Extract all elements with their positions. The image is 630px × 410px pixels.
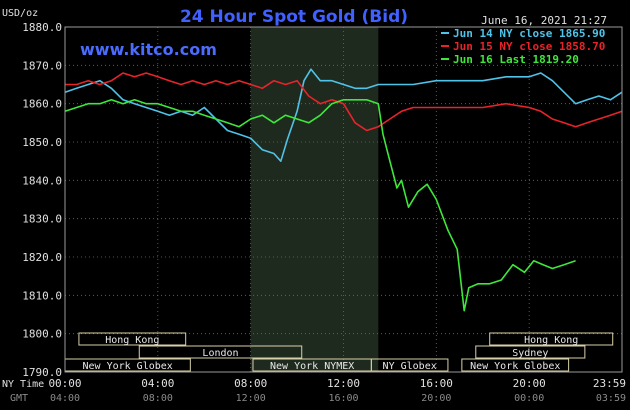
legend-entry: Jun 15 NY close 1858.70	[453, 40, 605, 53]
session-label: Hong Kong	[105, 335, 159, 346]
ny-time-label: NY Time	[2, 379, 44, 390]
y-tick-label: 1820.0	[22, 251, 62, 264]
plot-frame	[64, 26, 623, 373]
series-line-2	[65, 72, 623, 132]
session-label: New York Globex	[470, 361, 560, 372]
session-box	[138, 345, 303, 359]
x-tick-label-gmt: 20:00	[421, 393, 451, 404]
session-label: New York Globex	[83, 361, 173, 372]
y-tick-label: 1850.0	[22, 136, 62, 149]
session-box	[489, 332, 614, 346]
legend-entry: Jun 16 Last 1819.20	[453, 53, 579, 66]
y-axis-label: USD/oz	[2, 8, 38, 19]
session-label: New York NYMEX	[270, 361, 354, 372]
x-tick-label-gmt: 04:00	[50, 393, 80, 404]
y-tick-label: 1830.0	[22, 213, 62, 226]
y-tick-label: 1870.0	[22, 59, 62, 72]
chart-subtitle: June 16, 2021 21:27	[481, 14, 607, 27]
chart-title: 24 Hour Spot Gold (Bid)	[180, 7, 408, 27]
x-tick-label-gmt: 00:00	[514, 393, 544, 404]
series-line-3	[64, 99, 576, 312]
y-tick-label: 1860.0	[22, 98, 62, 111]
session-box	[78, 332, 187, 346]
session-label: Sydney	[512, 348, 548, 359]
x-tick-label-gmt: 03:59	[596, 393, 626, 404]
x-tick-label-ny: 04:00	[141, 377, 174, 390]
x-tick-label-gmt: 08:00	[143, 393, 173, 404]
session-label: London	[202, 348, 238, 359]
session-box	[475, 345, 586, 359]
x-tick-label-ny: 16:00	[420, 377, 453, 390]
x-axis: 00:00 04:00 04:00 08:00 08:00 12:00 12:00 16:00…	[48, 377, 626, 404]
session-label: Hong Kong	[524, 335, 578, 346]
y-tick-label: 1800.0	[22, 328, 62, 341]
y-tick-label: 1790.0	[22, 366, 62, 379]
highlight-band	[250, 27, 379, 372]
y-tick-label: 1840.0	[22, 174, 62, 187]
brand-label: www.kitco.com	[80, 40, 217, 59]
market-sessions: Hong Kong Hong Kong London Sydney New York G…	[64, 332, 614, 372]
x-tick-label-gmt: 16:00	[328, 393, 358, 404]
x-tick-label-gmt: 12:00	[236, 393, 266, 404]
y-tick-label: 1810.0	[22, 289, 62, 302]
x-tick-label-ny: 12:00	[327, 377, 360, 390]
y-axis: 1880.0 1870.0 1860.0 1850.0 1840.0 1830.0 1820…	[22, 21, 62, 379]
series-line-1	[64, 68, 623, 162]
x-tick-label-ny: 20:00	[513, 377, 546, 390]
x-tick-label-ny: 23:59	[593, 377, 626, 390]
gmt-label: GMT	[10, 393, 28, 404]
session-box	[461, 358, 570, 372]
session-box	[370, 358, 449, 372]
y-tick-label: 1880.0	[22, 21, 62, 34]
session-label: NY Globex	[383, 361, 437, 372]
x-tick-label-ny: 08:00	[234, 377, 267, 390]
legend-entry: Jun 14 NY close 1865.90	[453, 27, 605, 40]
x-tick-label-ny: 00:00	[48, 377, 81, 390]
series-lines	[64, 68, 623, 312]
